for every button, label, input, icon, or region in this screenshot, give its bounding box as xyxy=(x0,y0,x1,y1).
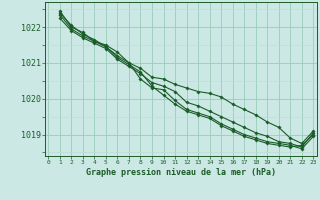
X-axis label: Graphe pression niveau de la mer (hPa): Graphe pression niveau de la mer (hPa) xyxy=(86,168,276,177)
